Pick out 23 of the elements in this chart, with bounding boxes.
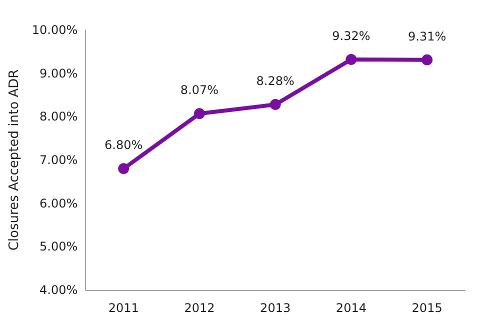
data-label: 9.31% [408, 29, 446, 44]
y-tick-label: 6.00% [40, 196, 78, 210]
point [270, 99, 281, 110]
point [194, 108, 205, 120]
x-tick-label: 2014 [336, 301, 366, 315]
y-tick-label: 4.00% [40, 283, 78, 297]
point [118, 163, 130, 174]
x-tick-label: 2013 [260, 301, 291, 315]
x-tick-label: 2015 [412, 301, 442, 315]
y-tick-label: 8.00% [40, 110, 78, 124]
x-tick-label: 2011 [108, 301, 139, 315]
point [422, 54, 433, 66]
y-axis-title: Closures Accepted into ADR [7, 69, 22, 251]
y-tick-label: 7.00% [40, 153, 78, 167]
y-tick-label: 5.00% [40, 240, 78, 254]
point [346, 54, 357, 65]
x-tick-label: 2012 [184, 301, 215, 315]
y-tick-label: 9.00% [40, 66, 78, 80]
data-label: 8.28% [256, 74, 294, 88]
data-label: 8.07% [180, 83, 219, 98]
data-label: 9.32% [332, 28, 370, 43]
data-label: 6.80% [104, 138, 143, 152]
y-tick-label: 10.00% [32, 23, 78, 37]
